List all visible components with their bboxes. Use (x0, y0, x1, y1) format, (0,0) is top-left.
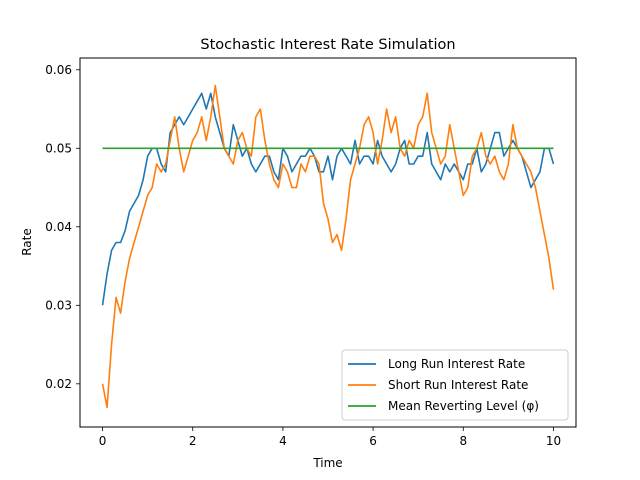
series-line-short-run-interest-rate (101, 84, 555, 409)
legend-box (341, 349, 569, 421)
x-tick-label: 2 (189, 434, 197, 448)
legend-label-long-run: Long Run Interest Rate (388, 357, 525, 371)
chart-title: Stochastic Interest Rate Simulation (200, 37, 455, 53)
y-axis-title: Rate (20, 228, 34, 256)
x-tick-label: 0 (99, 434, 107, 448)
y-tick-label: 0.04 (45, 220, 72, 234)
y-axis: 0.02 0.03 0.04 0.05 0.06 (45, 63, 80, 391)
x-axis-title: Time (312, 456, 342, 470)
y-tick-label: 0.03 (45, 298, 72, 312)
x-axis: 0 2 4 6 8 10 (99, 427, 561, 448)
x-tick-label: 8 (459, 434, 467, 448)
y-tick-label: 0.05 (45, 141, 72, 155)
legend: Long Run Interest Rate Short Run Interes… (341, 349, 569, 421)
plot-frame (79, 57, 577, 428)
x-tick-label: 10 (546, 434, 561, 448)
x-tick-label: 6 (369, 434, 377, 448)
legend-label-short-run: Short Run Interest Rate (388, 378, 528, 392)
y-tick-label: 0.02 (45, 377, 72, 391)
x-tick-label: 4 (279, 434, 287, 448)
legend-label-mean-level: Mean Reverting Level (φ) (388, 399, 539, 413)
series-line-long-run-interest-rate (101, 92, 555, 306)
y-tick-label: 0.06 (45, 63, 72, 77)
series-layer (101, 84, 555, 409)
